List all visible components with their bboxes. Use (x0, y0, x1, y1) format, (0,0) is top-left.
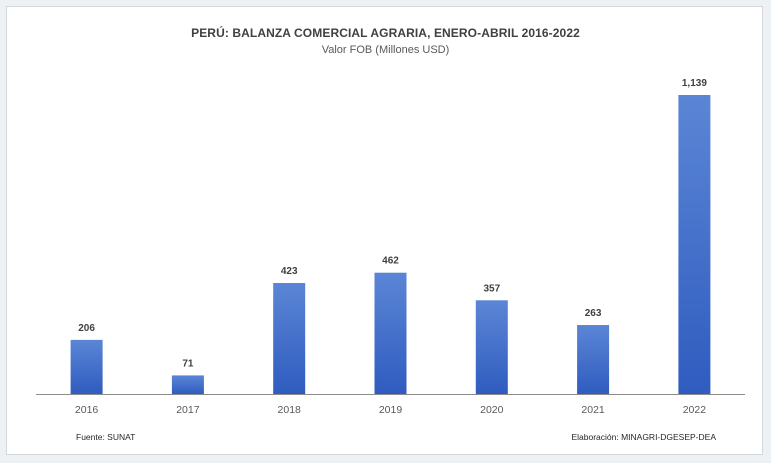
data-label-2018: 423 (281, 266, 298, 277)
bar-2017 (171, 375, 204, 394)
data-label-2021: 263 (585, 308, 602, 319)
data-label-2016: 206 (78, 323, 95, 334)
x-tick-label-2021: 2021 (581, 404, 605, 416)
x-tick-label-2020: 2020 (480, 404, 504, 416)
bar-2021 (577, 325, 610, 394)
bar-2019 (374, 272, 407, 394)
bar-2018 (273, 283, 306, 394)
data-label-2020: 357 (483, 283, 500, 294)
x-tick-label-2016: 2016 (75, 404, 99, 416)
data-label-2022: 1,139 (682, 78, 707, 89)
x-tick-label-2019: 2019 (379, 404, 403, 416)
credit-note: Elaboración: MINAGRI-DGESEP-DEA (571, 432, 716, 442)
bar-2020 (475, 300, 508, 394)
data-label-2019: 462 (382, 256, 399, 267)
data-labels: 206 71 423 462 357 263 1,139 (78, 78, 707, 369)
data-label-2017: 71 (182, 358, 194, 369)
x-tick-label-2022: 2022 (683, 404, 707, 416)
x-tick-label-2017: 2017 (176, 404, 200, 416)
bar-series (70, 95, 711, 394)
source-note: Fuente: SUNAT (76, 432, 136, 442)
bar-2016 (70, 339, 103, 394)
chart-title: PERÚ: BALANZA COMERCIAL AGRARIA, ENERO-A… (191, 26, 580, 40)
chart-subtitle: Valor FOB (Millones USD) (321, 44, 450, 56)
x-axis-ticks: 2016 2017 2018 2019 2020 2021 2022 (75, 404, 706, 416)
bar-2022 (678, 95, 711, 394)
x-tick-label-2018: 2018 (278, 404, 302, 416)
